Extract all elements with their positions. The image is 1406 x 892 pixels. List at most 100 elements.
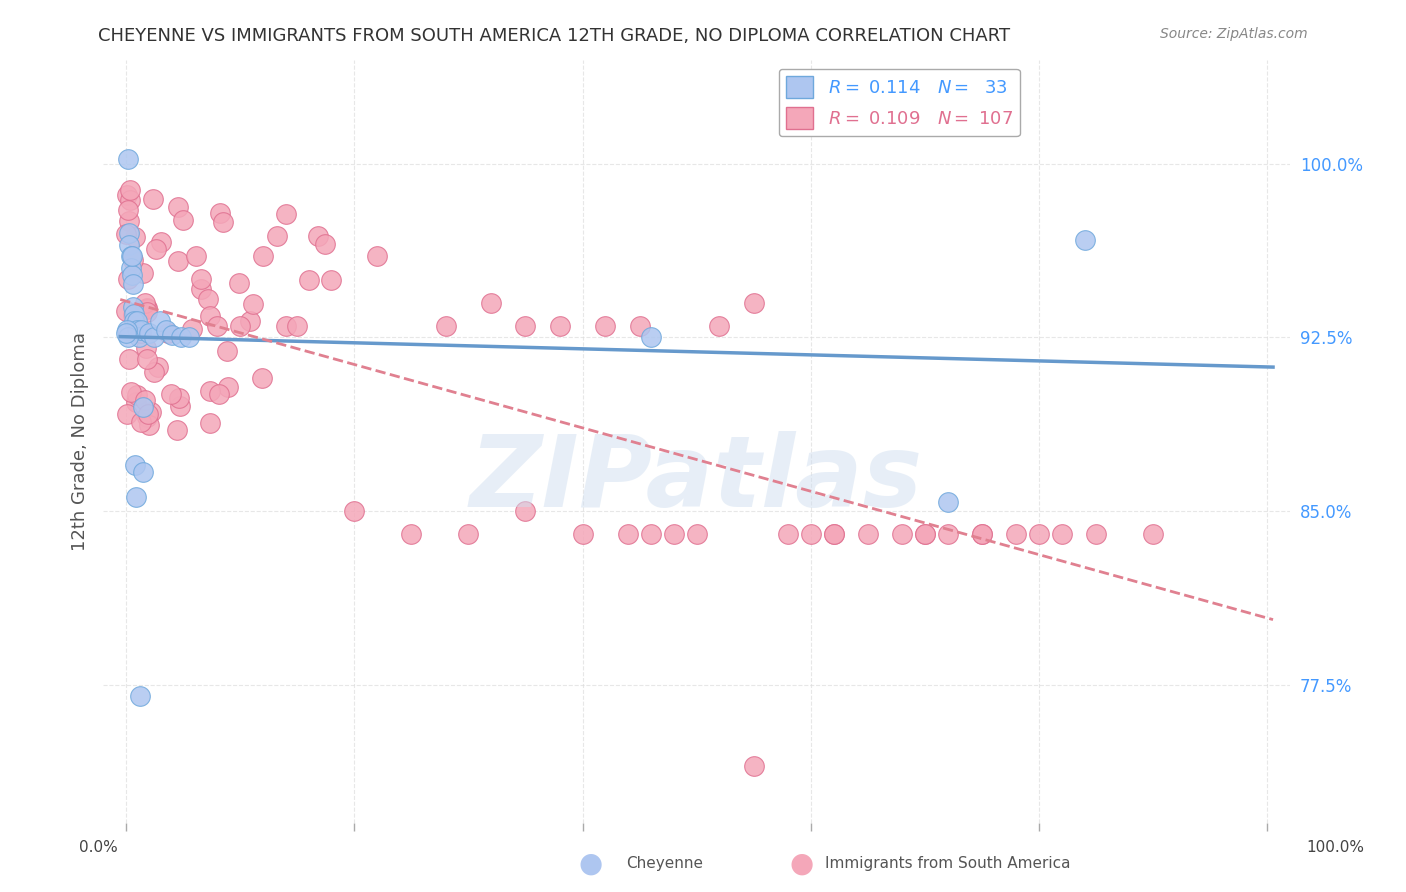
- Point: [207, 318, 229, 333]
- Point: [132, 465, 155, 479]
- Point: [197, 292, 219, 306]
- Point: [936, 527, 959, 541]
- Point: [208, 387, 231, 401]
- Legend: $R = $ 0.114   $N = $  33, $R = $ 0.109   $N = $ 107: $R = $ 0.114 $N = $ 33, $R = $ 0.109 $N …: [779, 69, 1019, 136]
- Point: [118, 237, 141, 252]
- Point: [117, 351, 139, 366]
- Point: [122, 252, 145, 267]
- Text: Source: ZipAtlas.com: Source: ZipAtlas.com: [1160, 27, 1308, 41]
- Point: [142, 193, 165, 207]
- Point: [155, 323, 177, 337]
- Point: [172, 212, 194, 227]
- Point: [1073, 233, 1095, 247]
- Point: [136, 407, 159, 421]
- Point: [1142, 527, 1164, 541]
- Text: Cheyenne: Cheyenne: [626, 856, 703, 871]
- Point: [125, 490, 148, 504]
- Point: [120, 260, 142, 275]
- Point: [124, 458, 146, 472]
- Point: [121, 268, 143, 282]
- Point: [970, 527, 993, 541]
- Point: [127, 388, 149, 402]
- Point: [160, 328, 183, 343]
- Point: [170, 330, 193, 344]
- Point: [132, 266, 155, 280]
- Text: 0.0%: 0.0%: [79, 840, 118, 855]
- Point: [121, 300, 143, 314]
- Point: [184, 249, 207, 263]
- Point: [149, 235, 172, 249]
- Point: [190, 282, 212, 296]
- Point: [132, 400, 155, 414]
- Point: [115, 187, 138, 202]
- Point: [120, 183, 142, 197]
- Point: [662, 527, 685, 541]
- Point: [217, 380, 239, 394]
- Point: [143, 330, 166, 344]
- Point: [914, 527, 936, 541]
- Point: [1050, 527, 1073, 541]
- Y-axis label: 12th Grade, No Diploma: 12th Grade, No Diploma: [72, 332, 89, 551]
- Point: [135, 409, 157, 424]
- Point: [617, 527, 640, 541]
- Point: [117, 330, 139, 344]
- Text: CHEYENNE VS IMMIGRANTS FROM SOUTH AMERICA 12TH GRADE, NO DIPLOMA CORRELATION CHA: CHEYENNE VS IMMIGRANTS FROM SOUTH AMERIC…: [98, 27, 1011, 45]
- Point: [343, 504, 366, 518]
- Point: [160, 387, 183, 401]
- Point: [138, 326, 160, 340]
- Point: [401, 527, 423, 541]
- Point: [242, 297, 264, 311]
- Point: [297, 272, 319, 286]
- Point: [515, 504, 537, 518]
- Point: [742, 295, 765, 310]
- Point: [167, 254, 190, 268]
- Point: [135, 301, 157, 315]
- Point: [157, 326, 180, 340]
- Point: [128, 303, 150, 318]
- Point: [135, 341, 157, 355]
- Point: [145, 242, 167, 256]
- Point: [321, 272, 343, 286]
- Point: [124, 394, 146, 409]
- Point: [115, 304, 138, 318]
- Point: [134, 296, 156, 310]
- Point: [208, 206, 231, 220]
- Point: [800, 527, 823, 541]
- Point: [198, 309, 221, 323]
- Point: [121, 277, 143, 292]
- Point: [891, 527, 914, 541]
- Point: [148, 360, 170, 375]
- Point: [177, 330, 200, 344]
- Text: Immigrants from South America: Immigrants from South America: [825, 856, 1071, 871]
- Point: [149, 314, 172, 328]
- Point: [685, 527, 707, 541]
- Point: [914, 527, 936, 541]
- Text: ZIPatlas: ZIPatlas: [470, 431, 924, 528]
- Point: [215, 343, 238, 358]
- Point: [742, 758, 765, 772]
- Point: [166, 423, 188, 437]
- Point: [115, 323, 138, 337]
- Text: ●: ●: [578, 849, 603, 878]
- Point: [138, 418, 160, 433]
- Point: [229, 318, 252, 333]
- Point: [136, 302, 159, 317]
- Point: [479, 295, 502, 310]
- Point: [239, 314, 262, 328]
- Point: [120, 384, 142, 399]
- Point: [1085, 527, 1108, 541]
- Point: [457, 527, 479, 541]
- Point: [250, 371, 273, 385]
- Point: [117, 407, 139, 421]
- Point: [118, 226, 141, 240]
- Point: [127, 323, 149, 337]
- Point: [190, 272, 212, 286]
- Point: [118, 193, 141, 207]
- Point: [128, 689, 150, 703]
- Point: [1005, 527, 1028, 541]
- Point: [169, 399, 191, 413]
- Point: [134, 393, 156, 408]
- Point: [274, 207, 297, 221]
- Point: [129, 415, 152, 429]
- Point: [266, 228, 288, 243]
